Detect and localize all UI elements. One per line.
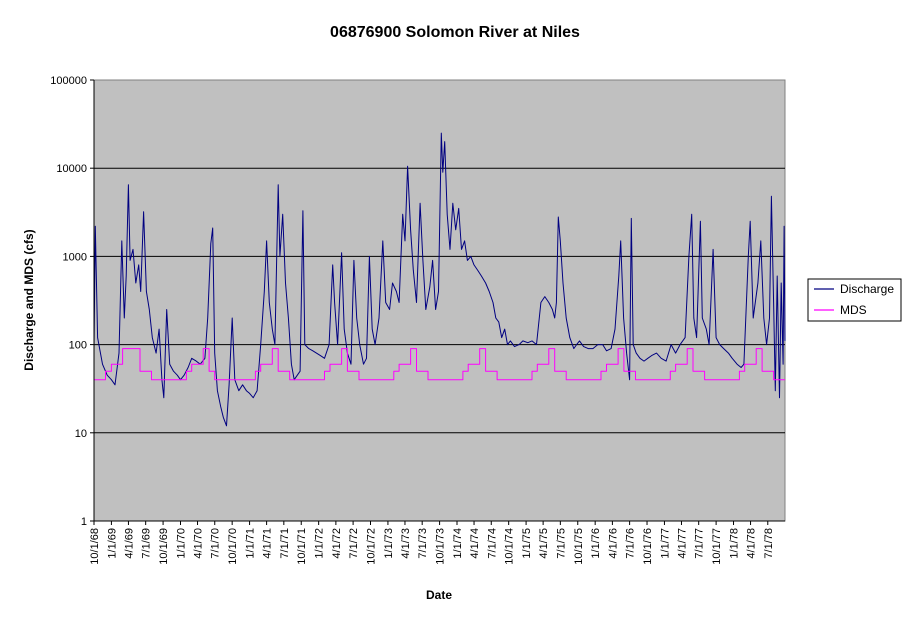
x-tick-label: 4/1/73 xyxy=(400,528,412,559)
x-tick-label: 7/1/70 xyxy=(210,528,222,559)
legend-box xyxy=(807,278,902,322)
x-tick-label: 1/1/70 xyxy=(176,528,188,559)
x-tick-label: 1/1/75 xyxy=(521,528,533,559)
x-tick-label: 7/1/73 xyxy=(417,528,429,559)
x-tick-label: 1/1/73 xyxy=(383,528,395,559)
series-layer xyxy=(93,132,786,427)
x-tick-label: 7/1/69 xyxy=(141,528,153,559)
x-tick-label: 4/1/72 xyxy=(331,528,343,559)
x-tick-label: 10/1/71 xyxy=(296,528,308,565)
x-axis-title: Date xyxy=(426,588,452,602)
x-tick-label: 1/1/74 xyxy=(452,528,464,559)
x-tick-label: 1/1/69 xyxy=(106,528,118,559)
x-tick-label: 10/1/68 xyxy=(89,528,101,565)
x-tick-label: 7/1/78 xyxy=(763,528,775,559)
legend-label-mds: MDS xyxy=(840,303,867,317)
x-tick-label: 10/1/69 xyxy=(158,528,170,565)
x-axis: 10/1/68 1/1/69 4/1/69 7/1/69 10/1/69 1/1/70 4/… xyxy=(89,520,785,565)
x-tick-label: 7/1/75 xyxy=(555,528,567,559)
y-tick-label: 1000 xyxy=(63,251,87,263)
x-tick-label: 7/1/72 xyxy=(348,528,360,559)
x-tick-label: 10/1/72 xyxy=(366,528,378,565)
x-tick-label: 1/1/78 xyxy=(729,528,741,559)
x-tick-label: 10/1/74 xyxy=(504,528,516,565)
y-tick-label: 10000 xyxy=(56,163,87,175)
x-tick-label: 7/1/74 xyxy=(486,528,498,559)
x-tick-label: 7/1/77 xyxy=(694,528,706,559)
x-tick-label: 4/1/76 xyxy=(607,528,619,559)
x-tick-label: 7/1/71 xyxy=(279,528,291,559)
y-tick-label: 1 xyxy=(81,516,87,528)
legend-label-discharge: Discharge xyxy=(840,282,894,296)
plot-area xyxy=(93,79,786,522)
x-tick-label: 1/1/77 xyxy=(659,528,671,559)
legend: Discharge MDS xyxy=(807,278,902,322)
series-discharge-line xyxy=(93,132,786,427)
chart-title: 06876900 Solomon River at Niles xyxy=(330,24,580,41)
y-tick-label: 100000 xyxy=(50,75,87,87)
x-tick-label: 10/1/73 xyxy=(435,528,447,565)
x-tick-label: 4/1/69 xyxy=(123,528,135,559)
x-tick-label: 10/1/76 xyxy=(642,528,654,565)
x-tick-label: 7/1/76 xyxy=(625,528,637,559)
y-axis-title: Discharge and MDS (cfs) xyxy=(22,229,36,370)
x-tick-label: 4/1/78 xyxy=(746,528,758,559)
x-tick-label: 10/1/70 xyxy=(227,528,239,565)
x-tick-label: 10/1/75 xyxy=(573,528,585,565)
x-tick-label: 1/1/71 xyxy=(245,528,257,559)
x-tick-label: 4/1/77 xyxy=(677,528,689,559)
x-tick-label: 1/1/72 xyxy=(314,528,326,559)
x-tick-label: 10/1/77 xyxy=(711,528,723,565)
x-tick-label: 4/1/74 xyxy=(469,528,481,559)
y-tick-label: 100 xyxy=(69,340,87,352)
y-axis: 1 10 100 1000 10000 100000 xyxy=(50,75,95,528)
x-tick-label: 4/1/70 xyxy=(193,528,205,559)
x-tick-label: 1/1/76 xyxy=(590,528,602,559)
x-tick-label: 4/1/71 xyxy=(262,528,274,559)
y-tick-label: 10 xyxy=(75,428,87,440)
series-mds-line xyxy=(94,348,785,381)
x-tick-label: 4/1/75 xyxy=(538,528,550,559)
